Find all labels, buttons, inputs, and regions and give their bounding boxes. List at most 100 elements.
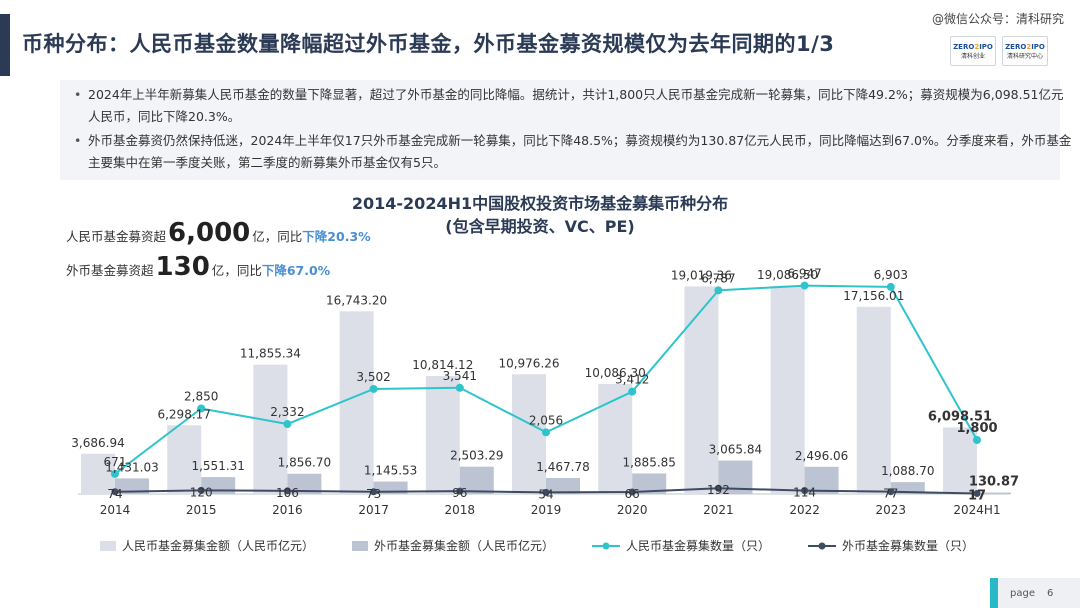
rmb-amount-data-label: 3,686.94 [71, 436, 124, 450]
rmb-highlight-unit: 亿 [252, 229, 265, 244]
legend-label: 人民币基金募集金额（人民币亿元） [122, 539, 315, 553]
fx-count-point [197, 486, 205, 494]
rmb-count-data-label: 2,850 [184, 390, 218, 404]
rmb-count-point [197, 404, 206, 413]
fx-amount-bar [115, 478, 149, 494]
fx-amount-data-label: 2,496.06 [795, 449, 848, 463]
rmb-amount-bar [425, 376, 460, 494]
fx-amount-bar [890, 482, 925, 494]
rmb-count-data-label: 2,056 [529, 413, 563, 427]
x-tick-label: 2015 [186, 503, 217, 517]
rmb-count-data-label: 2,332 [270, 405, 304, 419]
rmb-count-point [455, 383, 464, 392]
fx-amount-bar [287, 473, 322, 494]
fx-count-data-label: 114 [793, 486, 816, 500]
rmb-amount-data-label: 6,098.51 [928, 409, 992, 424]
rmb-highlight-yoy: ，同比 [264, 229, 303, 244]
legend-item-fx-count: 外币基金募集数量（只） [808, 537, 974, 554]
fx-amount-data-label: 2,503.29 [450, 449, 503, 463]
fx-count-data-label: 106 [276, 486, 299, 500]
rmb-count-data-label: 6,903 [874, 268, 908, 282]
legend-swatch-fx-count [808, 542, 837, 549]
fx-amount-bar [632, 473, 667, 494]
rmb-amount-bar [81, 453, 115, 494]
chart-title: 2014-2024H1中国股权投资市场基金募集币种分布 [351, 194, 729, 213]
rmb-amount-bar [598, 383, 633, 494]
rmb-amount-data-label: 10,086.30 [585, 366, 646, 380]
x-tick-label: 2020 [617, 503, 648, 517]
rmb-amount-bar [253, 364, 288, 494]
watermark: @微信公众号：清科研究 [931, 12, 1064, 26]
fx-highlight: 外币基金募资超130 亿，同比下降67.0% [66, 252, 330, 282]
logo-caption: 清科研究中心 [1006, 52, 1043, 60]
rmb-amount-bar [856, 306, 891, 494]
fx-count-data-label: 96 [452, 486, 467, 500]
rmb-count-point [283, 420, 292, 429]
rmb-count-data-label: 3,502 [356, 370, 390, 384]
rmb-count-point [973, 436, 981, 444]
fx-amount-data-label: 130.87 [969, 475, 1019, 490]
rmb-count-data-label: 3,541 [443, 369, 477, 383]
x-tick-label: 2018 [445, 503, 476, 517]
logo-wordmark: ZERO2IPO [1005, 42, 1045, 51]
fx-count-point [801, 487, 809, 495]
chart-subtitle: (包含早期投资、VC、PE) [445, 217, 635, 236]
rmb-count-data-label: 1,800 [956, 421, 997, 436]
bullet-rmb: 2024年上半年新募集人民币基金的数量下降显著，超过了外币基金的同比降幅。据统计… [70, 84, 1073, 128]
chart-legend: 人民币基金募集金额（人民币亿元） 外币基金募集金额（人民币亿元） 人民币基金募集… [100, 537, 974, 554]
rmb-count-data-label: 671 [104, 455, 127, 469]
x-tick-label: 2017 [358, 503, 389, 517]
zero2ipo-research-logo: ZERO2IPO 清科研究中心 [1002, 36, 1048, 66]
summary-box: 2024年上半年新募集人民币基金的数量下降显著，超过了外币基金的同比降幅。据统计… [60, 80, 1071, 180]
fx-amount-data-label: 1,551.31 [191, 459, 244, 473]
logo-caption: 清科创业 [960, 52, 985, 60]
x-tick-label: 2019 [531, 503, 562, 517]
fx-count-point [973, 489, 981, 497]
rmb-highlight-number: 6,000 [168, 218, 251, 248]
rmb-count-point [800, 281, 809, 290]
legend-label: 外币基金募集金额（人民币亿元） [374, 539, 555, 553]
fx-highlight-prefix: 外币基金募资超 [66, 263, 154, 278]
rmb-amount-bar [339, 311, 374, 494]
fx-count-data-label: 77 [883, 487, 898, 501]
fx-amount-data-label: 1,856.70 [278, 456, 331, 470]
rmb-amount-bar [943, 427, 977, 494]
fx-amount-data-label: 1,088.70 [881, 464, 934, 478]
x-tick-label: 2024H1 [953, 503, 1000, 517]
fx-amount-data-label: 1,885.85 [622, 455, 675, 469]
rmb-amount-data-label: 19,086.50 [757, 268, 818, 282]
fx-amount-data-label: 3,065.84 [709, 443, 762, 457]
fx-amount-bar [977, 492, 1011, 494]
rmb-amount-data-label: 19,019.36 [671, 269, 732, 283]
rmb-highlight-yoy-value: 下降20.3% [302, 229, 371, 244]
rmb-amount-data-label: 11,855.34 [240, 347, 301, 361]
fx-count-data-label: 74 [107, 487, 122, 501]
fx-count-point [628, 488, 636, 496]
fx-count-point [283, 487, 291, 495]
fx-highlight-yoy: ，同比 [224, 263, 262, 278]
legend-swatch-rmb-amount [100, 540, 116, 551]
page-title: 币种分布：人民币基金数量降幅超过外币基金，外币基金募资规模仅为去年同期的1/3 [22, 32, 835, 56]
title-accent-bar [0, 14, 10, 76]
fx-count-point [887, 488, 895, 496]
rmb-amount-data-label: 10,814.12 [412, 358, 473, 372]
x-tick-label: 2021 [703, 503, 734, 517]
page-tab-accent [990, 578, 998, 608]
legend-label: 人民币基金募集数量（只） [626, 539, 771, 553]
fx-amount-data-label: 1,145.53 [364, 464, 417, 478]
fx-count-data-label: 73 [366, 487, 381, 501]
fx-count-point [542, 488, 550, 496]
legend-label: 外币基金募集数量（只） [842, 539, 975, 553]
rmb-amount-bar [770, 285, 805, 494]
fx-count-point [714, 484, 722, 492]
x-tick-label: 2023 [876, 503, 907, 517]
legend-item-rmb-count: 人民币基金募集数量（只） [592, 537, 770, 554]
rmb-amount-data-label: 16,743.20 [326, 293, 387, 307]
rmb-amount-bar [684, 286, 719, 494]
fx-count-point [111, 488, 119, 496]
rmb-count-data-label: 6,787 [701, 271, 735, 285]
fx-highlight-yoy-value: 下降67.0% [261, 263, 331, 278]
page-indicator: page 6 [990, 578, 1080, 608]
rmb-count-point [111, 469, 119, 478]
